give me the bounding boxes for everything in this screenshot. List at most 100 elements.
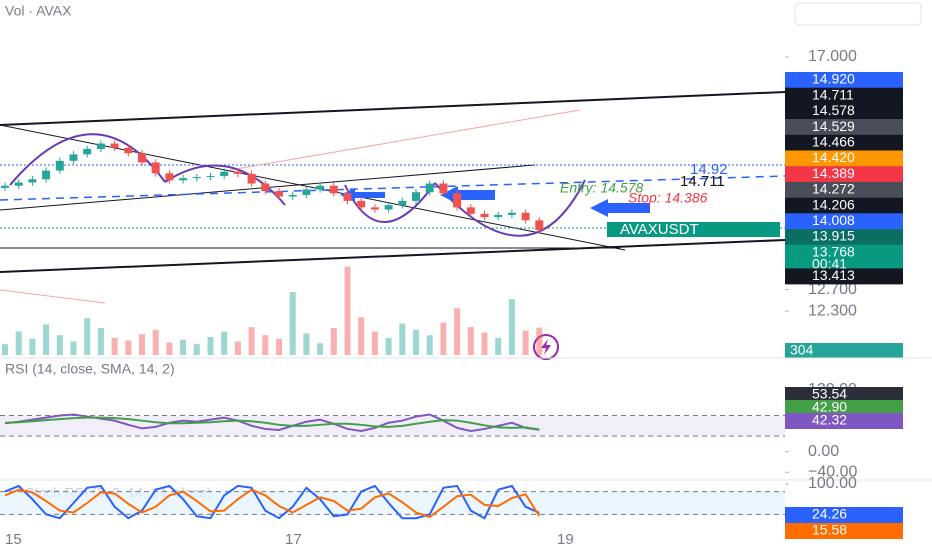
y-tick-label: −40.00 <box>808 463 857 480</box>
price-badge <box>785 119 903 136</box>
candle-body <box>466 207 475 214</box>
volume-bar <box>248 327 255 355</box>
x-tick-label: 17 <box>285 531 302 548</box>
volume-bar <box>454 308 461 355</box>
volume-bar <box>84 318 91 355</box>
rsi-title: RSI (14, close, SMA, 14, 2) <box>5 361 175 377</box>
price-badge-label: 15.58 <box>812 522 847 538</box>
candle-body <box>329 185 338 194</box>
candle-body <box>302 189 311 195</box>
price-badge <box>785 103 903 120</box>
volume-bar <box>2 344 8 355</box>
price-badge-label: 14.920 <box>812 71 855 87</box>
volume-bar <box>97 328 104 355</box>
volume-bar <box>522 330 529 355</box>
volume-bar <box>111 337 118 355</box>
countdown: 00:41 <box>812 255 847 271</box>
candle-body <box>220 171 229 176</box>
symbol: AVAXUSDT <box>620 221 699 238</box>
arc <box>164 164 286 206</box>
channel-top <box>0 91 786 126</box>
price-badge-label: 42.90 <box>812 399 847 415</box>
candle-body <box>316 185 325 190</box>
volume-bar <box>262 335 269 355</box>
series-line <box>4 416 540 431</box>
price-badge-label: 24.26 <box>812 506 847 522</box>
price-badge-label: 13.915 <box>812 228 855 244</box>
volume-bar <box>56 335 63 355</box>
candle-body <box>535 220 544 231</box>
candle-body <box>521 212 530 221</box>
candle-body <box>192 177 201 179</box>
volume-bar <box>344 266 351 355</box>
volume-bar <box>43 324 50 355</box>
candle-body <box>275 191 283 197</box>
candle-body <box>151 162 160 174</box>
volume-bar <box>29 338 36 355</box>
candle-body <box>55 160 64 171</box>
channel-bottom <box>0 239 786 273</box>
price-badge <box>785 72 903 88</box>
volume-bar <box>139 334 145 355</box>
price-badge <box>785 229 903 245</box>
candle-body <box>179 178 188 181</box>
volume-bar <box>15 331 22 355</box>
candle-body <box>343 193 352 201</box>
price-badge <box>785 400 903 416</box>
price-badge-label: 42.32 <box>812 412 847 428</box>
volume-bar <box>385 337 392 355</box>
candle-body <box>370 207 379 210</box>
price-badge <box>785 87 903 104</box>
price-badge <box>785 197 903 214</box>
volume-badge <box>785 343 903 358</box>
arrow <box>590 199 650 217</box>
price-badge-label: 14.206 <box>812 196 855 212</box>
level-line <box>0 175 786 201</box>
x-tick-label: 19 <box>557 531 574 548</box>
symbol-badge <box>607 222 780 237</box>
toolbar-box[interactable] <box>794 2 922 26</box>
price-badge-label: 13.768 <box>812 243 855 259</box>
volume-bar <box>317 343 324 355</box>
volume-bar <box>495 337 502 355</box>
candle-body <box>384 205 393 210</box>
volume-bar <box>371 331 378 355</box>
price-badge <box>785 213 903 230</box>
band-fill <box>0 491 785 515</box>
candle-body <box>494 214 503 218</box>
candle-body <box>69 154 78 161</box>
candle-body <box>480 213 489 218</box>
candle-body <box>439 183 448 194</box>
candle-body <box>1 185 9 188</box>
volume-bar <box>70 341 77 355</box>
price-badge <box>785 413 903 429</box>
candle-body <box>507 212 516 215</box>
volume-bar <box>330 328 337 355</box>
y-tick-label: 12.700 <box>808 281 857 298</box>
candle-body <box>42 170 51 180</box>
volume-bar <box>536 327 543 355</box>
candle-body <box>110 143 119 148</box>
volume-bar <box>207 337 214 355</box>
price-badge-label: 14.711 <box>812 86 854 102</box>
price-badge-label: 14.529 <box>812 118 855 134</box>
candle-body <box>398 200 407 206</box>
candle-body <box>206 175 215 178</box>
series-line <box>4 484 540 520</box>
alert-bolt <box>541 339 551 355</box>
red-arrow <box>229 109 581 171</box>
volume-bar <box>303 333 310 355</box>
volume-bar <box>125 340 132 355</box>
volume-bar <box>276 338 282 355</box>
y-tick-label: 17.000 <box>808 48 857 65</box>
candle-body <box>124 147 133 154</box>
annotation: 14.92 <box>690 161 728 178</box>
candle-body <box>233 171 242 174</box>
price-badge <box>785 181 903 198</box>
price-badge-label: 14.466 <box>812 134 855 150</box>
volume-bar <box>481 332 488 355</box>
candle-body <box>138 153 146 163</box>
annotation: Stop: 14.386 <box>628 190 708 206</box>
